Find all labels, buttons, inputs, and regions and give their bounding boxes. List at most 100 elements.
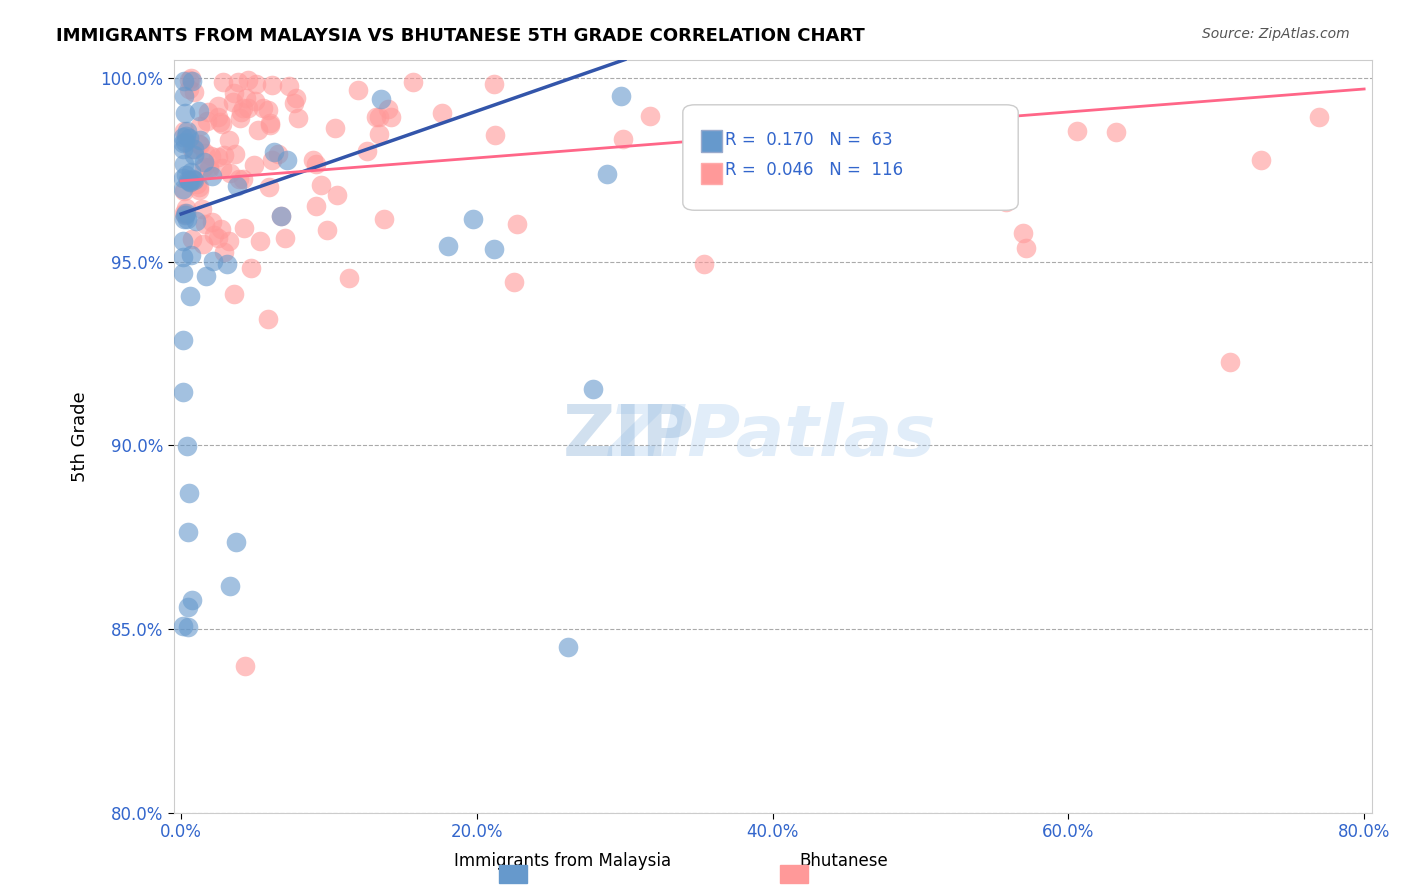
Point — [990, 144, 1012, 158]
Point — [228, 172, 250, 186]
Point — [174, 105, 197, 120]
Point — [212, 148, 235, 162]
Text: ZIP: ZIP — [562, 401, 695, 471]
Point — [610, 88, 633, 103]
Point — [356, 144, 378, 158]
Point — [232, 101, 254, 115]
Point — [218, 234, 240, 248]
Point — [207, 99, 229, 113]
Point — [218, 133, 240, 147]
Point — [183, 85, 205, 99]
Point — [257, 103, 280, 117]
Point — [278, 78, 301, 93]
Point — [173, 156, 195, 170]
Point — [172, 182, 194, 196]
Point — [188, 138, 211, 153]
Point — [225, 179, 247, 194]
Point — [1250, 153, 1272, 167]
Point — [745, 139, 768, 153]
Point — [236, 72, 259, 87]
Point — [218, 578, 240, 592]
Point — [364, 111, 387, 125]
Point — [582, 383, 605, 397]
Point — [557, 640, 579, 655]
Point — [207, 231, 229, 245]
Point — [270, 209, 292, 223]
Point — [309, 178, 332, 192]
Point — [243, 94, 266, 108]
Point — [184, 214, 207, 228]
Point — [208, 114, 231, 128]
Point — [181, 74, 204, 88]
Point — [177, 600, 200, 615]
Text: Bhutanese: Bhutanese — [799, 852, 889, 870]
Point — [229, 105, 252, 120]
Point — [179, 174, 201, 188]
Point — [245, 77, 267, 91]
Point — [172, 334, 194, 348]
Point — [233, 221, 256, 235]
Point — [347, 83, 370, 97]
Point — [201, 215, 224, 229]
Point — [482, 242, 505, 256]
Point — [180, 593, 202, 607]
Point — [222, 95, 245, 109]
Point — [305, 199, 328, 213]
Point — [229, 111, 252, 125]
Point — [402, 75, 425, 89]
Point — [224, 146, 246, 161]
Point — [176, 168, 198, 182]
Point — [1015, 241, 1038, 255]
Point — [1105, 125, 1128, 139]
Point — [174, 206, 197, 220]
Point — [176, 439, 198, 453]
Point — [266, 147, 288, 161]
Point — [172, 250, 194, 264]
Point — [176, 211, 198, 226]
Point — [276, 153, 298, 168]
Point — [173, 184, 195, 198]
Point — [180, 142, 202, 156]
Point — [197, 105, 219, 120]
Point — [173, 135, 195, 149]
Point — [198, 161, 221, 176]
Point — [172, 171, 194, 186]
Point — [194, 269, 217, 284]
Point — [257, 312, 280, 326]
Point — [225, 534, 247, 549]
Point — [246, 122, 269, 136]
Point — [380, 110, 402, 124]
Point — [177, 486, 200, 500]
Point — [430, 106, 453, 120]
Point — [212, 75, 235, 89]
Point — [482, 77, 505, 91]
Point — [200, 169, 222, 184]
Point — [183, 173, 205, 187]
Text: Source: ZipAtlas.com: Source: ZipAtlas.com — [1202, 27, 1350, 41]
Point — [325, 120, 347, 135]
FancyBboxPatch shape — [700, 130, 723, 152]
Point — [506, 217, 529, 231]
Point — [259, 180, 281, 194]
Point — [180, 71, 202, 86]
Point — [177, 620, 200, 634]
Point — [437, 238, 460, 252]
Point — [215, 257, 238, 271]
Point — [181, 171, 204, 186]
Text: ZIPatlas: ZIPatlas — [609, 401, 936, 471]
Point — [263, 145, 285, 160]
Point — [190, 202, 212, 217]
Point — [177, 524, 200, 539]
Point — [177, 131, 200, 145]
Point — [502, 275, 524, 289]
Point — [173, 124, 195, 138]
Point — [316, 223, 339, 237]
Point — [209, 221, 232, 235]
Point — [270, 209, 292, 223]
Point — [233, 659, 256, 673]
Point — [243, 158, 266, 172]
Point — [195, 113, 218, 128]
FancyBboxPatch shape — [700, 163, 723, 184]
Point — [301, 153, 323, 168]
Point — [188, 180, 211, 194]
